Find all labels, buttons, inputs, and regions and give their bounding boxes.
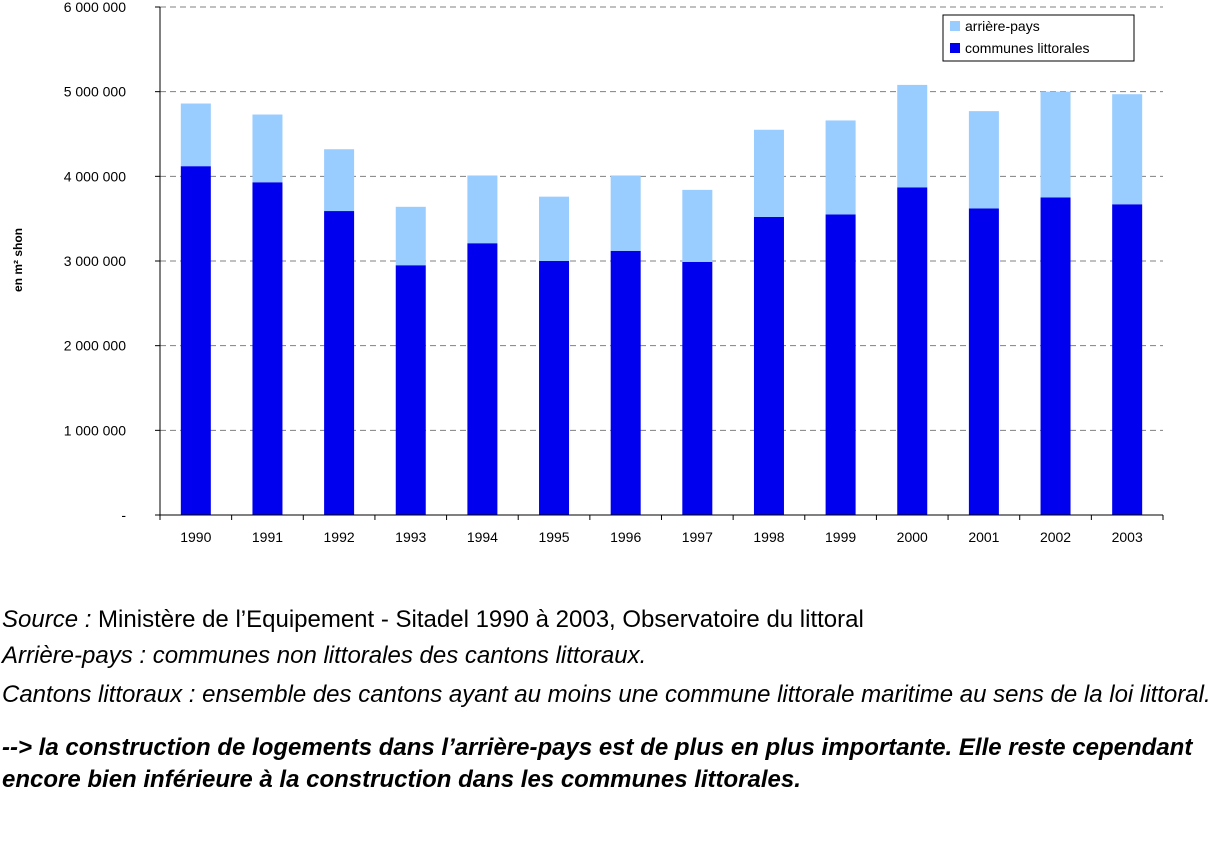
y-tick-label: 5 000 000 [64,84,126,100]
axes [155,6,1164,520]
bar-arri-re-pays-2003 [1112,94,1143,205]
bar-arri-re-pays-1991 [252,114,283,183]
bar-communes-littorales-1990 [180,166,211,515]
x-tick-label: 2003 [1112,529,1143,545]
y-tick-label: 1 000 000 [64,422,126,438]
y-tick-label: 2 000 000 [64,338,126,354]
legend: arrière-pays communes littorales [942,14,1135,62]
bar-communes-littorales-1997 [682,261,713,515]
x-tick-label: 2002 [1040,529,1071,545]
legend-box [942,14,1135,62]
bar-communes-littorales-2001 [968,208,999,516]
legend-swatch [950,43,960,53]
bar-communes-littorales-1992 [324,211,355,515]
x-tick-label: 1991 [252,529,283,545]
bar-arri-re-pays-1993 [395,206,426,266]
arriere-pays-definition: Arrière-pays : communes non littorales d… [2,642,647,669]
bar-arri-re-pays-1994 [467,175,498,244]
x-tick-label: 1990 [180,529,211,545]
x-tick-label: 1997 [682,529,713,545]
bar-arri-re-pays-1996 [610,175,641,251]
bar-communes-littorales-1993 [395,265,426,515]
source-line: Source : Ministère de l’Equipement - Sit… [2,605,1228,641]
conclusion-text: --> la construction de logements dans l’… [2,734,1193,793]
bar-arri-re-pays-1992 [324,149,355,212]
gridlines [160,6,1163,431]
chart-notes: Source : Ministère de l’Equipement - Sit… [2,605,1228,796]
y-tick-labels: - 1 000 000 2 000 000 3 000 000 4 000 000 5 0… [64,0,127,523]
bar-arri-re-pays-1990 [180,103,211,167]
source-label: Source : [2,606,92,633]
stacked-bar-chart: - 1 000 000 2 000 000 3 000 000 4 000 000 5 0… [11,0,1164,545]
x-tick-labels: 1990 1991 1992 1993 1994 1995 1996 1997 1998 1999… [180,529,1143,545]
legend-label: arrière-pays [965,18,1040,34]
bar-communes-littorales-2000 [897,187,928,515]
x-tick-label: 2000 [897,529,928,545]
bars-group [180,84,1143,516]
x-tick-label: 1992 [324,529,355,545]
legend-label: communes littorales [965,40,1090,56]
y-tick-label: 6 000 000 [64,0,126,15]
bar-communes-littorales-1995 [539,261,570,515]
bar-communes-littorales-2002 [1040,197,1071,515]
x-tick-label: 1999 [825,529,856,545]
bar-arri-re-pays-1995 [539,196,570,261]
y-axis-label: en m² shon [11,228,25,292]
bar-communes-littorales-1998 [753,216,784,515]
bar-arri-re-pays-1999 [825,120,856,215]
bar-arri-re-pays-2002 [1040,91,1071,198]
x-tick-label: 1994 [467,529,498,545]
bar-arri-re-pays-1997 [682,189,713,262]
x-tick-label: 1995 [538,529,569,545]
bar-communes-littorales-2003 [1112,204,1143,516]
y-tick-label: 3 000 000 [64,253,126,269]
x-tick-label: 2001 [968,529,999,545]
x-tick-label: 1998 [753,529,784,545]
y-tick-label: - [121,507,126,523]
cantons-definition: Cantons littoraux : ensemble des cantons… [2,681,1211,708]
bar-arri-re-pays-1998 [753,129,784,217]
legend-swatch [950,21,960,31]
bar-communes-littorales-1994 [467,243,498,515]
bar-communes-littorales-1996 [610,250,641,515]
bar-communes-littorales-1991 [252,182,283,515]
x-tick-label: 1996 [610,529,641,545]
bar-arri-re-pays-2001 [968,111,999,209]
y-tick-label: 4 000 000 [64,168,126,184]
bar-communes-littorales-1999 [825,214,856,515]
bar-arri-re-pays-2000 [897,84,928,188]
source-text: Ministère de l’Equipement - Sitadel 1990… [91,606,864,633]
x-tick-label: 1993 [395,529,426,545]
